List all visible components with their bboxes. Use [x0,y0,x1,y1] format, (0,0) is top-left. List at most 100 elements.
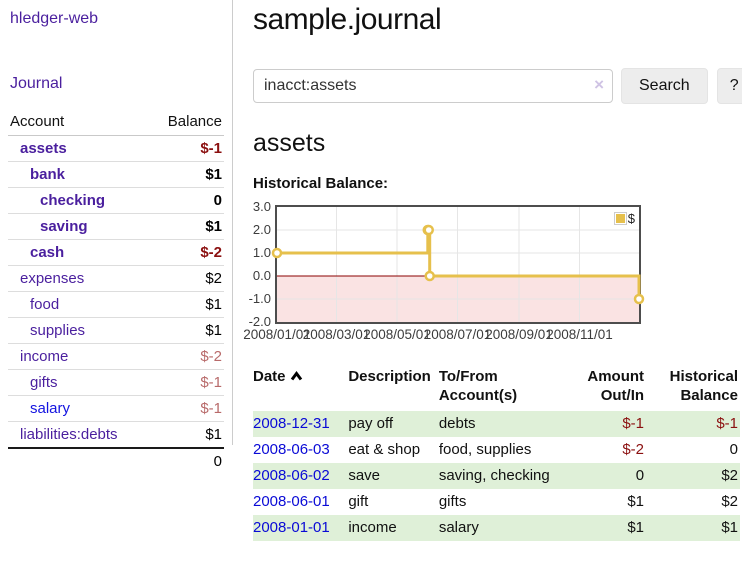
transaction-accounts: debts [438,415,476,432]
register-header-accounts: To/From Account(s) [438,368,518,404]
account-row: expenses $2 [8,265,224,292]
chart-legend: $ [613,211,635,226]
account-link[interactable]: liabilities:debts [20,426,118,443]
transaction-balance: $2 [721,467,738,484]
transaction-accounts: salary [438,519,479,536]
account-link[interactable]: assets [20,140,67,157]
search-button[interactable]: Search [621,68,708,104]
main-content: sample.journal × Search ? assets Histori… [243,0,742,541]
account-row: cash $-2 [8,239,224,266]
search-input[interactable] [253,69,613,103]
transaction-date-link[interactable]: 2008-06-02 [253,467,330,484]
transaction-date-link[interactable]: 2008-06-01 [253,493,330,510]
transaction-date-link[interactable]: 2008-12-31 [253,415,330,432]
transaction-description: income [348,519,397,536]
data-point-marker [423,224,434,236]
accounts-header-balance: Balance [149,109,224,136]
account-link[interactable]: saving [40,218,88,235]
account-balance: $1 [149,291,224,318]
transaction-row: 2008-06-03 eat & shop food, supplies $-2 0 [253,437,740,463]
account-link[interactable]: supplies [30,322,86,339]
sidebar-item-journal[interactable]: Journal [10,75,63,92]
transaction-description: save [348,467,380,484]
historical-balance-chart: 3.0 2.0 1.0 0.0 -1.0 -2.0 $ 2008/01/01 2008/03… [243,199,742,349]
y-tick-label: 0.0 [252,268,271,283]
account-balance: $-1 [149,369,224,396]
chart-title: Historical Balance: [253,175,389,192]
account-link[interactable]: expenses [20,270,85,287]
account-balance: $1 [149,421,224,449]
register-table-body: 2008-12-31 pay off debts $-1 $-1 2008-06-03 ea… [253,411,740,541]
transaction-balance: $2 [721,493,738,510]
accounts-total-value: 0 [149,447,224,474]
y-tick-label: -1.0 [248,291,271,306]
search-form: × Search ? [253,68,742,104]
account-balance: $1 [149,317,224,344]
transaction-date-link[interactable]: 2008-01-01 [253,519,330,536]
account-balance: 0 [149,187,224,214]
transaction-description: gift [348,493,369,510]
transaction-row: 2008-01-01 income salary $1 $1 [253,515,740,541]
chart-canvas [271,207,645,322]
brand-link[interactable]: hledger-web [10,10,99,27]
chart-x-axis-labels: 2008/01/01 2008/03/01 2008/05/01 2008/07/01… [243,327,643,345]
register-header-description: Description [348,368,431,385]
x-tick-label: 2008/03/01 [302,327,371,342]
x-tick-label: 2008/07/01 [423,327,492,342]
account-row: salary $-1 [8,395,224,422]
account-link[interactable]: cash [30,244,65,261]
transaction-amount: $1 [627,519,645,536]
sort-ascending-icon [290,368,303,387]
account-link[interactable]: salary [30,400,71,417]
transaction-accounts: food, supplies [438,441,532,458]
chart-y-axis-labels: 3.0 2.0 1.0 0.0 -1.0 -2.0 [243,199,271,329]
clear-search-icon[interactable]: × [594,75,604,94]
account-balance: $1 [149,161,224,188]
transaction-amount: $-2 [622,441,645,458]
x-tick-label: 2008/09/01 [485,327,553,342]
x-tick-label: 2008/01/01 [243,327,311,342]
transaction-row: 2008-12-31 pay off debts $-1 $-1 [253,411,740,437]
x-tick-label: 2008/05/01 [363,327,431,342]
register-header-date[interactable]: Date [253,365,348,411]
account-link[interactable]: income [20,348,69,365]
account-balance: $-2 [149,343,224,370]
transaction-balance: 0 [729,441,738,458]
account-link[interactable]: gifts [30,374,58,391]
account-balance: $-1 [149,395,224,422]
accounts-table: Account Balance assets $-1 bank $1 checking 0… [8,109,224,474]
account-balance: $2 [149,265,224,292]
account-row: food $1 [8,291,224,318]
transaction-amount: $1 [627,493,645,510]
account-link[interactable]: bank [30,166,66,183]
y-tick-label: 3.0 [252,199,271,214]
legend-label: $ [627,211,635,226]
account-row: checking 0 [8,187,224,214]
transaction-description: eat & shop [348,441,421,458]
account-row: assets $-1 [8,135,224,162]
account-link[interactable]: checking [40,192,106,209]
data-point-marker [633,293,645,305]
account-heading: assets [253,129,326,157]
help-button[interactable]: ? [716,68,742,104]
account-row: bank $1 [8,161,224,188]
page-title: sample.journal [253,3,442,36]
legend-swatch-icon [613,212,627,225]
y-tick-label: 2.0 [252,222,271,237]
transaction-row: 2008-06-01 gift gifts $1 $2 [253,489,740,515]
account-row: liabilities:debts $1 [8,421,224,449]
account-row: saving $1 [8,213,224,240]
transaction-date-link[interactable]: 2008-06-03 [253,441,330,458]
accounts-total-row: 0 [8,447,224,474]
transaction-balance: $1 [721,519,738,536]
transaction-description: pay off [348,415,394,432]
y-tick-label: 1.0 [252,245,271,260]
account-link[interactable]: food [30,296,60,313]
x-tick-label: 2008/11/01 [546,327,613,342]
account-row: supplies $1 [8,317,224,344]
sidebar: hledger-web Journal Account Balance asse… [0,0,233,474]
transaction-row: 2008-06-02 save saving, checking 0 $2 [253,463,740,489]
account-balance: $-1 [149,135,224,162]
data-point-marker [424,270,435,282]
account-row: income $-2 [8,343,224,370]
